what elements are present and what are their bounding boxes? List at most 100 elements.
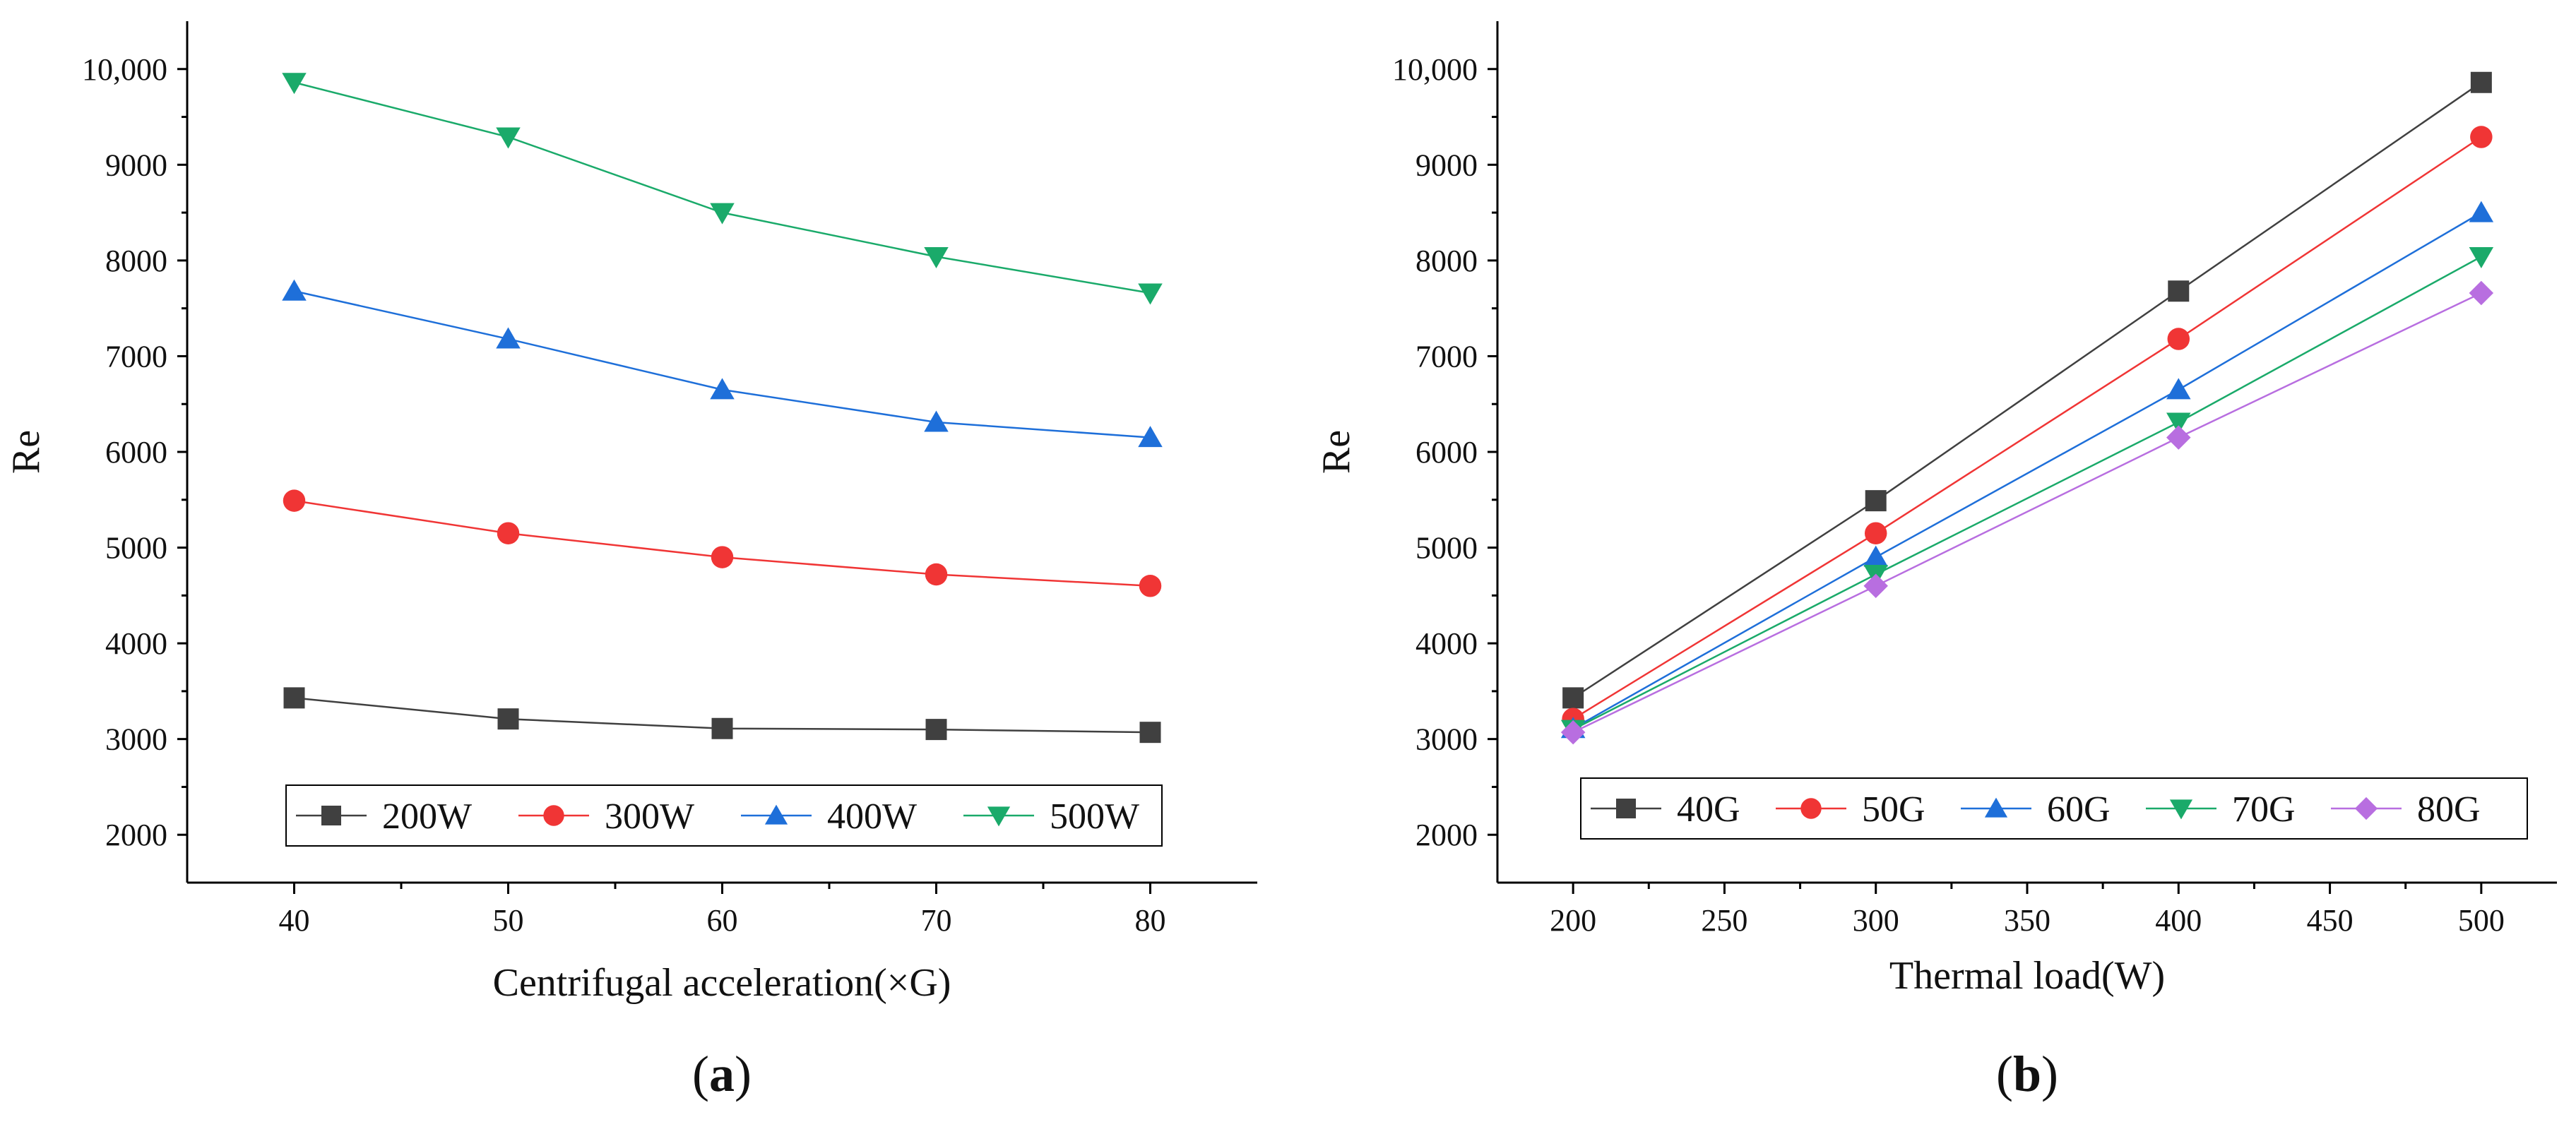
y-tick-label: 8000	[105, 244, 167, 278]
panel-label-paren-close: )	[735, 1046, 752, 1102]
data-point-50G	[2470, 126, 2493, 148]
panel-b-chart: 2000 3000 4000 5000 6000 7000 8000 9000 10,000 20…	[1314, 21, 2557, 1102]
data-point-60G	[2166, 378, 2191, 400]
data-point-80G	[1863, 573, 1888, 599]
series-line-50G	[1572, 136, 2482, 720]
legend: 200W 300W 400W 500W	[285, 784, 1163, 847]
data-point-500W	[1138, 283, 1163, 305]
series-line-80G	[1572, 292, 2482, 734]
legend-label: 40G	[1677, 789, 1740, 830]
data-point-40G	[1865, 490, 1887, 512]
legend-label: 500W	[1050, 796, 1139, 837]
data-point-400W	[1138, 426, 1163, 448]
x-tick-label: 80	[1135, 903, 1166, 938]
data-point-80G	[2166, 425, 2191, 450]
x-tick-label: 300	[1853, 903, 1899, 938]
x-tick-label: 40	[279, 903, 310, 938]
y-axis-title: Re	[1314, 430, 1358, 474]
legend-marker-200W	[321, 806, 341, 825]
data-point-300W	[497, 522, 520, 544]
data-point-40G	[2168, 280, 2190, 302]
panel-a-chart: 2000 3000 4000 5000 6000 7000 8000 9000 10,000 40…	[4, 21, 1257, 1102]
y-tick-label: 9000	[1415, 148, 1478, 182]
data-point-200W	[1139, 722, 1161, 744]
x-tick-label: 500	[2458, 903, 2505, 938]
y-tick-label: 10,000	[1392, 52, 1478, 87]
data-point-400W	[924, 410, 949, 432]
y-tick-label: 9000	[105, 148, 167, 182]
data-point-500W	[924, 246, 949, 268]
series-line-70G	[1572, 256, 2482, 731]
legend-marker-50G	[1800, 798, 1822, 819]
y-tick-label: 10,000	[82, 52, 167, 87]
data-point-200W	[925, 719, 947, 741]
data-point-400W	[496, 327, 521, 349]
data-point-300W	[283, 489, 306, 512]
x-tick-label: 70	[921, 903, 952, 938]
panel-label: (b)	[1996, 1046, 2058, 1102]
y-tick-label: 3000	[105, 722, 167, 757]
legend-marker-300W	[543, 805, 564, 826]
data-point-400W	[710, 378, 735, 400]
legend-label: 50G	[1862, 789, 1925, 830]
legend-label: 60G	[2047, 789, 2111, 830]
panel-label-paren-open: (	[1996, 1046, 2013, 1102]
data-point-80G	[2469, 280, 2494, 306]
data-point-60G	[1863, 545, 1888, 567]
panel-label-letter: a	[709, 1046, 735, 1102]
legend-label: 80G	[2417, 789, 2481, 830]
legend-label: 70G	[2232, 789, 2296, 830]
x-tick-label: 400	[2155, 903, 2202, 938]
y-tick-label: 5000	[105, 531, 167, 566]
data-point-400W	[282, 279, 307, 301]
legend-marker-70G	[2169, 799, 2193, 820]
y-tick-label: 3000	[1415, 722, 1478, 757]
y-tick-label: 2000	[105, 818, 167, 852]
series-line-60G	[1572, 212, 2482, 729]
x-axis-title: Centrifugal acceleration(×G)	[493, 961, 951, 1005]
data-point-70G	[2166, 412, 2191, 434]
data-point-200W	[497, 708, 519, 730]
legend-marker-400W	[764, 804, 788, 825]
data-point-80G	[1560, 720, 1586, 745]
legend-label: 200W	[382, 796, 472, 837]
panel-label-paren-close: )	[2041, 1046, 2058, 1102]
data-point-500W	[710, 203, 735, 225]
y-tick-label: 7000	[1415, 339, 1478, 374]
panel-label: (a)	[692, 1046, 752, 1102]
data-point-500W	[496, 127, 521, 149]
x-tick-label: 200	[1550, 903, 1596, 938]
x-tick-label: 60	[707, 903, 738, 938]
data-point-50G	[2167, 328, 2190, 350]
y-axis-title: Re	[4, 430, 48, 474]
y-tick-label: 6000	[1415, 435, 1478, 470]
x-tick-label: 50	[493, 903, 524, 938]
data-point-300W	[1139, 575, 1162, 597]
data-point-300W	[925, 563, 948, 586]
data-point-40G	[2470, 71, 2492, 93]
legend-marker-40G	[1616, 799, 1636, 818]
y-tick-label: 8000	[1415, 244, 1478, 278]
x-tick-label: 250	[1701, 903, 1747, 938]
y-tick-label: 4000	[105, 626, 167, 661]
data-point-60G	[2469, 201, 2494, 222]
y-tick-label: 5000	[1415, 531, 1478, 566]
y-tick-label: 4000	[1415, 626, 1478, 661]
data-point-70G	[2469, 246, 2494, 268]
y-tick-label: 2000	[1415, 818, 1478, 852]
y-tick-label: 7000	[105, 339, 167, 374]
data-point-50G	[1864, 522, 1887, 544]
data-point-500W	[282, 73, 307, 95]
data-point-200W	[283, 687, 305, 709]
data-point-200W	[711, 717, 733, 739]
legend: 40G 50G 60G 70G 80G	[1580, 777, 2528, 840]
panel-label-paren-open: (	[692, 1046, 709, 1102]
x-tick-label: 350	[2004, 903, 2050, 938]
x-tick-label: 450	[2307, 903, 2354, 938]
x-axis-title: Thermal load(W)	[1889, 954, 2165, 998]
legend-marker-60G	[1984, 797, 2008, 818]
series-line-40G	[1572, 81, 2482, 699]
legend-marker-500W	[987, 806, 1011, 827]
legend-label: 300W	[605, 796, 694, 837]
